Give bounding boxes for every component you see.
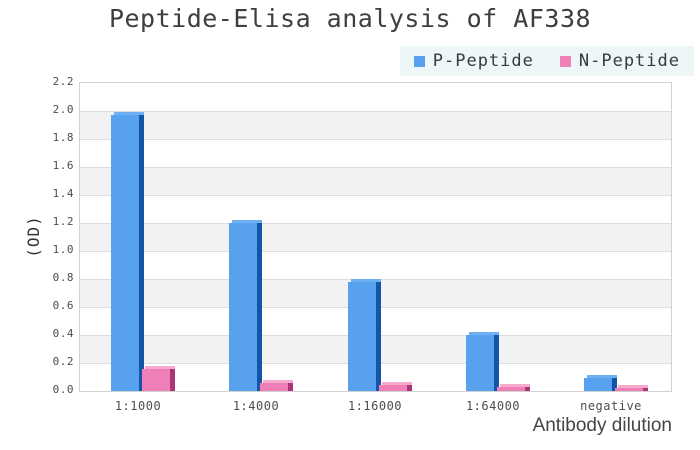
bar-top [263,380,293,383]
plot-band [80,83,671,111]
bar-top [382,382,412,385]
x-tick-label: 1:4000 [232,399,280,413]
legend-swatch-p-peptide-icon [413,55,425,67]
x-tick-label: 1:1000 [114,399,162,413]
x-tick-label: 1:16000 [347,399,403,413]
bar-n-peptide-11000 [142,366,175,391]
bar-side [288,380,293,391]
bar-p-peptide-116000 [348,279,381,391]
plot-area [79,82,672,392]
gridline [80,195,671,196]
y-tick-label: 1.8 [52,131,74,144]
y-tick-label: 0.0 [52,383,74,396]
plot-band [80,167,671,195]
bar-p-peptide-164000 [466,332,499,391]
bar-top [351,279,381,282]
bar-top [114,112,144,115]
bar-p-peptide-11000 [111,112,144,391]
bar-side [376,279,381,391]
x-tick-label: 1:64000 [465,399,521,413]
gridline [80,251,671,252]
bar-side [612,375,617,391]
legend-swatch-n-peptide-icon [559,55,571,67]
bar-top [232,220,262,223]
bar-p-peptide-negative [584,375,617,391]
bar-side [170,366,175,391]
y-tick-label: 0.2 [52,355,74,368]
y-tick-label: 0.6 [52,299,74,312]
bar-side [139,112,144,391]
gridline [80,111,671,112]
plot-band [80,223,671,251]
gridline [80,139,671,140]
bar-front [615,388,643,391]
bar-n-peptide-164000 [497,384,530,391]
y-tick-label: 2.2 [52,75,74,88]
bar-front [379,385,407,391]
bar-top [500,384,530,387]
y-tick-label: 1.4 [52,187,74,200]
bar-side [494,332,499,391]
bar-p-peptide-14000 [229,220,262,391]
bar-front [142,369,170,391]
bar-n-peptide-negative [615,385,648,391]
legend-label-n-peptide: N-Peptide [578,51,680,71]
gridline [80,167,671,168]
bar-n-peptide-14000 [260,380,293,391]
bar-top [587,375,617,378]
bar-front [229,223,257,391]
y-axis-label-wrap: (OD) [22,82,44,390]
bar-front [348,282,376,391]
bar-side [257,220,262,391]
legend-item-n-peptide: N-Peptide [559,51,680,71]
legend-label-p-peptide: P-Peptide [432,51,534,71]
plot-band [80,111,671,139]
y-tick-label: 0.4 [52,327,74,340]
bar-front [497,387,525,391]
legend: P-Peptide N-Peptide [399,46,694,76]
gridline [80,223,671,224]
bar-top [469,332,499,335]
bar-front [111,115,139,391]
plot-band [80,251,671,279]
bar-n-peptide-116000 [379,382,412,391]
y-tick-label: 1.6 [52,159,74,172]
y-tick-label: 0.8 [52,271,74,284]
chart-title: Peptide-Elisa analysis of AF338 [108,4,592,33]
bar-front [584,378,612,391]
bar-top [618,385,648,388]
y-tick-label: 1.0 [52,243,74,256]
bar-side [407,382,412,391]
plot-band [80,195,671,223]
bar-side [643,385,648,391]
bar-top [145,366,175,369]
x-axis-label: Antibody dilution [532,415,672,436]
plot-band [80,139,671,167]
bar-front [260,383,288,391]
bar-side [525,384,530,391]
bar-front [466,335,494,391]
y-tick-label: 2.0 [52,103,74,116]
legend-item-p-peptide: P-Peptide [413,51,534,71]
x-tick-label: negative [580,399,642,413]
y-tick-label: 1.2 [52,215,74,228]
